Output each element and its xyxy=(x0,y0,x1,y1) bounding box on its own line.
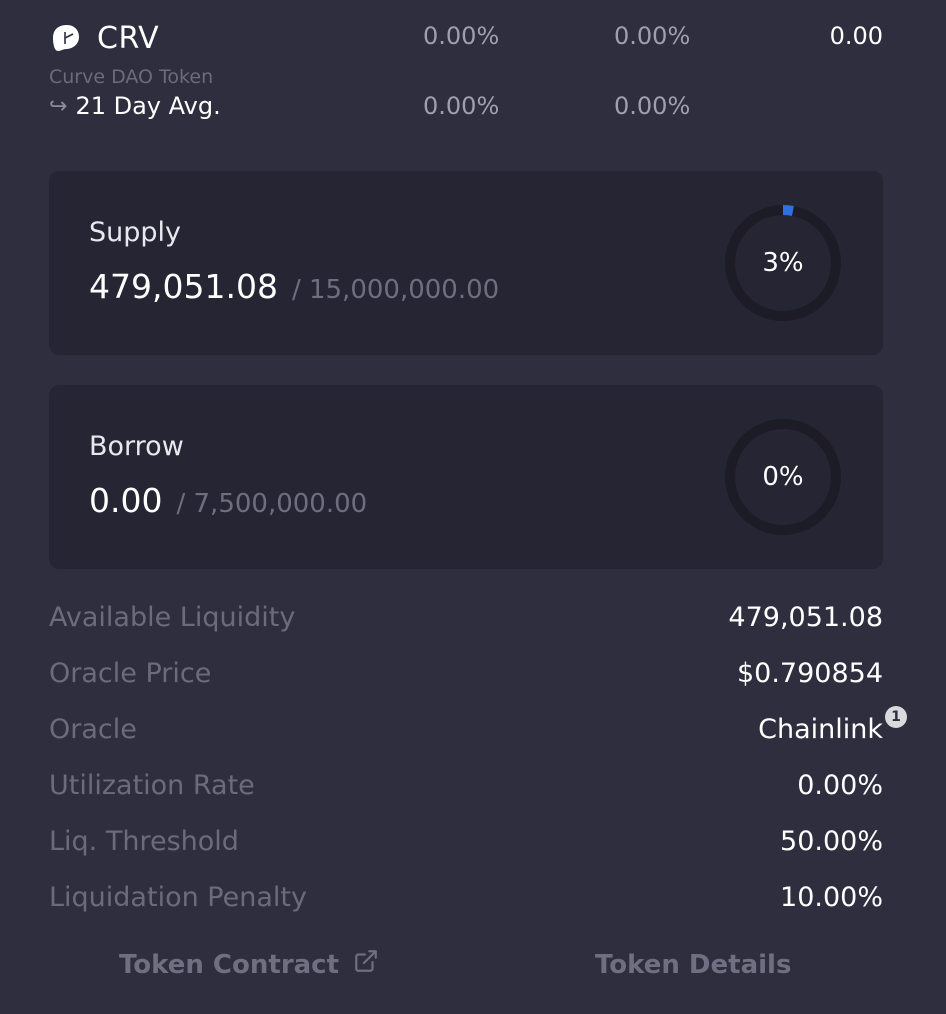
supply-title: Supply xyxy=(89,217,182,248)
supply-progress-ring xyxy=(725,205,841,321)
stat-utilization-rate: Utilization Rate 0.00% xyxy=(49,768,883,824)
token-contract-label: Token Contract xyxy=(119,950,340,980)
borrow-current: 0.00 xyxy=(89,481,163,520)
stat-liquidation-penalty: Liquidation Penalty 10.00% xyxy=(49,880,883,936)
rate-col-3: 0.00 xyxy=(829,22,883,50)
borrow-cap: / 7,500,000.00 xyxy=(176,489,368,519)
stat-label: Oracle Price xyxy=(49,658,212,689)
stat-label: Liq. Threshold xyxy=(49,826,239,857)
avg-row: ↪ 21 Day Avg. xyxy=(49,92,221,120)
stat-value: 10.00% xyxy=(780,882,883,913)
borrow-progress-ring xyxy=(725,419,841,535)
stat-label: Liquidation Penalty xyxy=(49,882,307,913)
market-stats: Available Liquidity 479,051.08 Oracle Pr… xyxy=(49,600,907,936)
stat-available-liquidity: Available Liquidity 479,051.08 xyxy=(49,600,883,656)
token-full-name: Curve DAO Token xyxy=(49,66,214,88)
supply-cap: / 15,000,000.00 xyxy=(291,275,500,305)
avg-label: 21 Day Avg. xyxy=(75,92,221,120)
token-details-link[interactable]: Token Details xyxy=(595,950,791,980)
oracle-name: Chainlink xyxy=(758,714,883,745)
supply-values: 479,051.08 / 15,000,000.00 xyxy=(89,267,499,306)
token-symbol: CRV xyxy=(97,20,160,56)
oracle-info-badge[interactable]: 1 xyxy=(885,706,907,728)
stat-value: 479,051.08 xyxy=(728,602,883,633)
avg-col-2: 0.00% xyxy=(614,92,691,120)
stat-label: Oracle xyxy=(49,714,137,745)
stat-oracle: Oracle Chainlink 1 xyxy=(49,706,907,768)
token-title-row: CRV xyxy=(49,18,159,58)
stat-oracle-price: Oracle Price $0.790854 xyxy=(49,656,883,712)
rate-col-2: 0.00% xyxy=(614,22,691,50)
token-header: CRV Curve DAO Token 0.00% 0.00% 0.00 ↪ 2… xyxy=(49,18,883,128)
borrow-values: 0.00 / 7,500,000.00 xyxy=(89,481,367,520)
curve-logo-icon xyxy=(53,25,79,51)
borrow-title: Borrow xyxy=(89,431,184,462)
avg-col-1: 0.00% xyxy=(423,92,500,120)
supply-percent: 3% xyxy=(762,248,804,278)
supply-card: Supply 479,051.08 / 15,000,000.00 3% xyxy=(49,171,883,355)
stat-value: 0.00% xyxy=(797,770,883,801)
supply-current: 479,051.08 xyxy=(89,267,278,306)
external-link-icon xyxy=(355,950,377,972)
stat-liq-threshold: Liq. Threshold 50.00% xyxy=(49,824,883,880)
stat-label: Utilization Rate xyxy=(49,770,255,801)
token-contract-link[interactable]: Token Contract xyxy=(119,950,379,980)
borrow-percent: 0% xyxy=(762,462,804,492)
borrow-card: Borrow 0.00 / 7,500,000.00 0% xyxy=(49,385,883,569)
stat-value: $0.790854 xyxy=(736,658,883,689)
rate-col-1: 0.00% xyxy=(423,22,500,50)
stat-label: Available Liquidity xyxy=(49,602,296,633)
stat-value: Chainlink 1 xyxy=(758,706,907,745)
stat-value: 50.00% xyxy=(780,826,883,857)
token-details-label: Token Details xyxy=(595,950,792,980)
footer-links: Token Contract Token Details xyxy=(0,950,946,994)
return-arrow-icon: ↪ xyxy=(49,93,68,119)
